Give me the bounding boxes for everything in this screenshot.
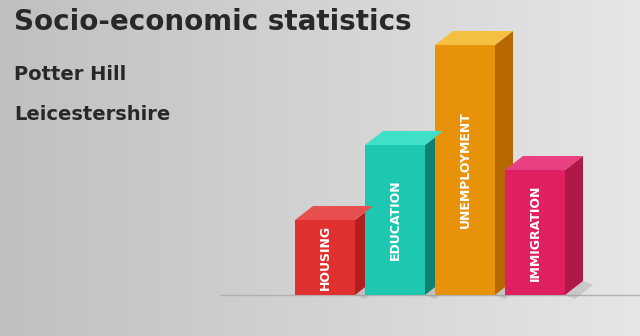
Polygon shape <box>505 156 583 170</box>
Polygon shape <box>365 131 443 145</box>
Polygon shape <box>355 281 383 299</box>
Polygon shape <box>425 281 453 299</box>
Polygon shape <box>295 220 355 295</box>
Text: HOUSING: HOUSING <box>319 225 332 290</box>
Polygon shape <box>495 31 513 295</box>
Polygon shape <box>565 156 583 295</box>
Text: UNEMPLOYMENT: UNEMPLOYMENT <box>458 112 472 228</box>
Polygon shape <box>435 31 513 45</box>
Polygon shape <box>295 206 373 220</box>
Text: Leicestershire: Leicestershire <box>14 105 170 124</box>
Polygon shape <box>435 45 495 295</box>
Polygon shape <box>355 206 373 295</box>
Text: IMMIGRATION: IMMIGRATION <box>529 184 541 281</box>
Polygon shape <box>425 131 443 295</box>
Polygon shape <box>505 170 565 295</box>
Polygon shape <box>495 281 523 299</box>
Polygon shape <box>565 281 593 299</box>
Text: Potter Hill: Potter Hill <box>14 65 126 84</box>
Polygon shape <box>365 145 425 295</box>
Text: EDUCATION: EDUCATION <box>388 180 401 260</box>
Text: Socio-economic statistics: Socio-economic statistics <box>14 8 412 36</box>
